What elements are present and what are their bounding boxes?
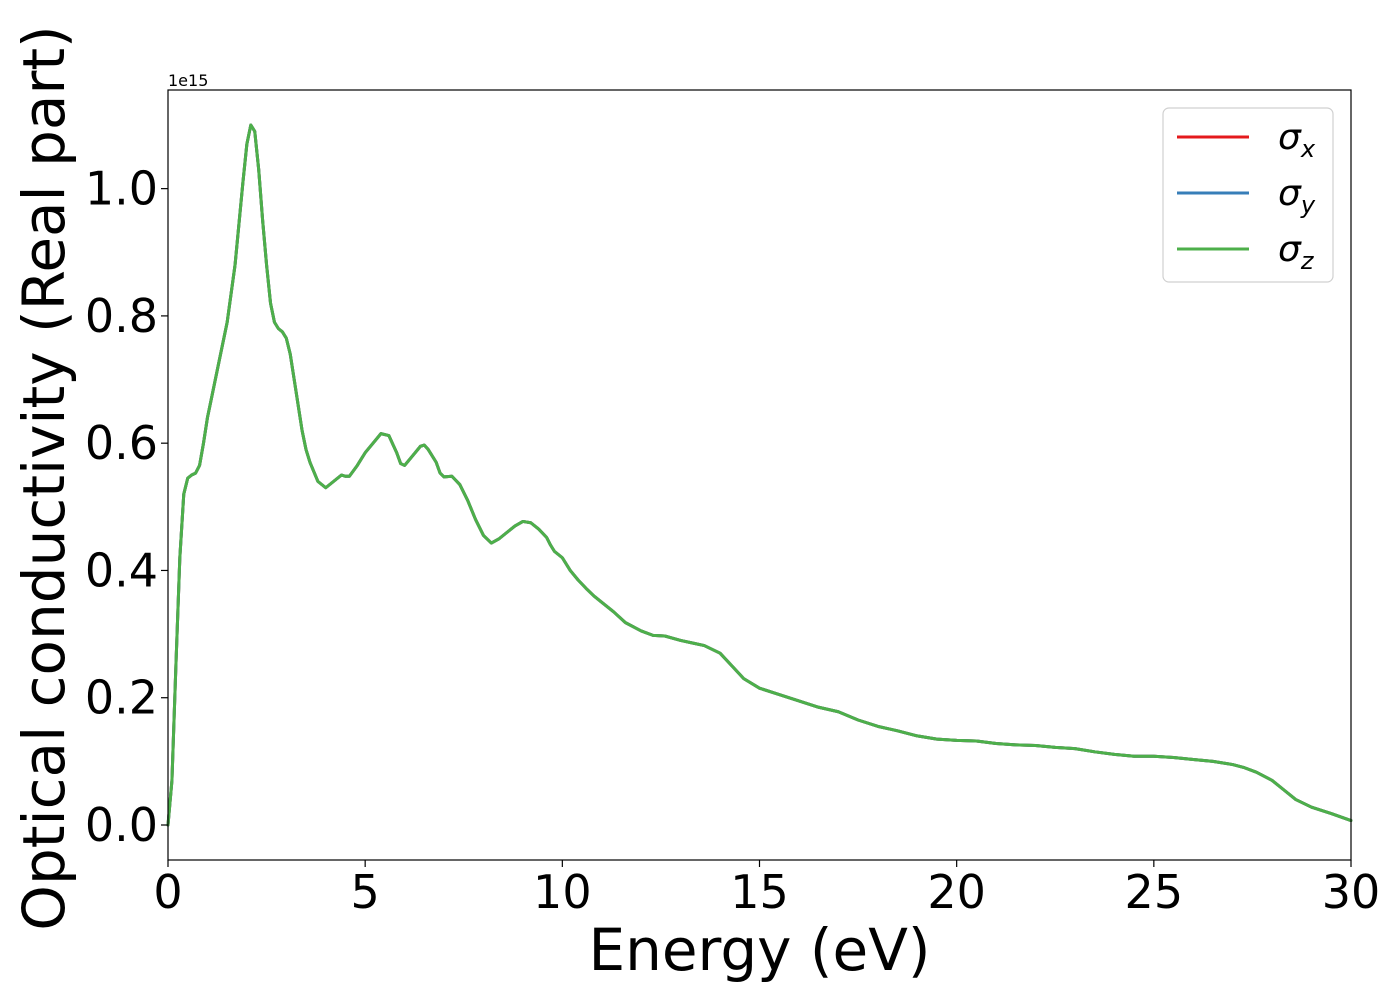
x-axis-title: Energy (eV) bbox=[588, 916, 930, 984]
y-tick-label: 0.2 bbox=[85, 671, 158, 725]
series-layer bbox=[166, 123, 1353, 827]
x-tick-label: 25 bbox=[1125, 865, 1184, 919]
legend-label-x: σx bbox=[1278, 117, 1316, 163]
legend-label-z: σz bbox=[1278, 229, 1315, 275]
y-offset-label: 1e15 bbox=[168, 71, 208, 90]
legend-label-y: σy bbox=[1278, 173, 1316, 219]
y-tick-label: 0.0 bbox=[85, 798, 158, 852]
y-tick-label: 1.0 bbox=[85, 162, 158, 216]
y-tick-label: 0.4 bbox=[85, 543, 158, 597]
legend-box bbox=[1162, 107, 1334, 283]
x-tick-label: 15 bbox=[730, 865, 789, 919]
x-tick-label: 10 bbox=[533, 865, 592, 919]
x-tick-label: 20 bbox=[927, 865, 986, 919]
y-axis-title: Optical conductivity (Real part) bbox=[10, 25, 78, 930]
y-axis-ticks: 0.0 0.2 0.4 0.6 0.8 1.0 bbox=[85, 162, 168, 852]
series-line-z bbox=[166, 123, 1353, 827]
y-tick-label: 0.8 bbox=[85, 289, 158, 343]
y-tick-label: 0.6 bbox=[85, 416, 158, 470]
x-tick-label: 30 bbox=[1322, 865, 1381, 919]
legend: σx σy σz bbox=[1162, 107, 1334, 283]
x-tick-label: 0 bbox=[153, 865, 182, 919]
x-tick-label: 5 bbox=[351, 865, 380, 919]
x-axis-ticks: 0 5 10 15 20 25 30 bbox=[153, 860, 1380, 919]
